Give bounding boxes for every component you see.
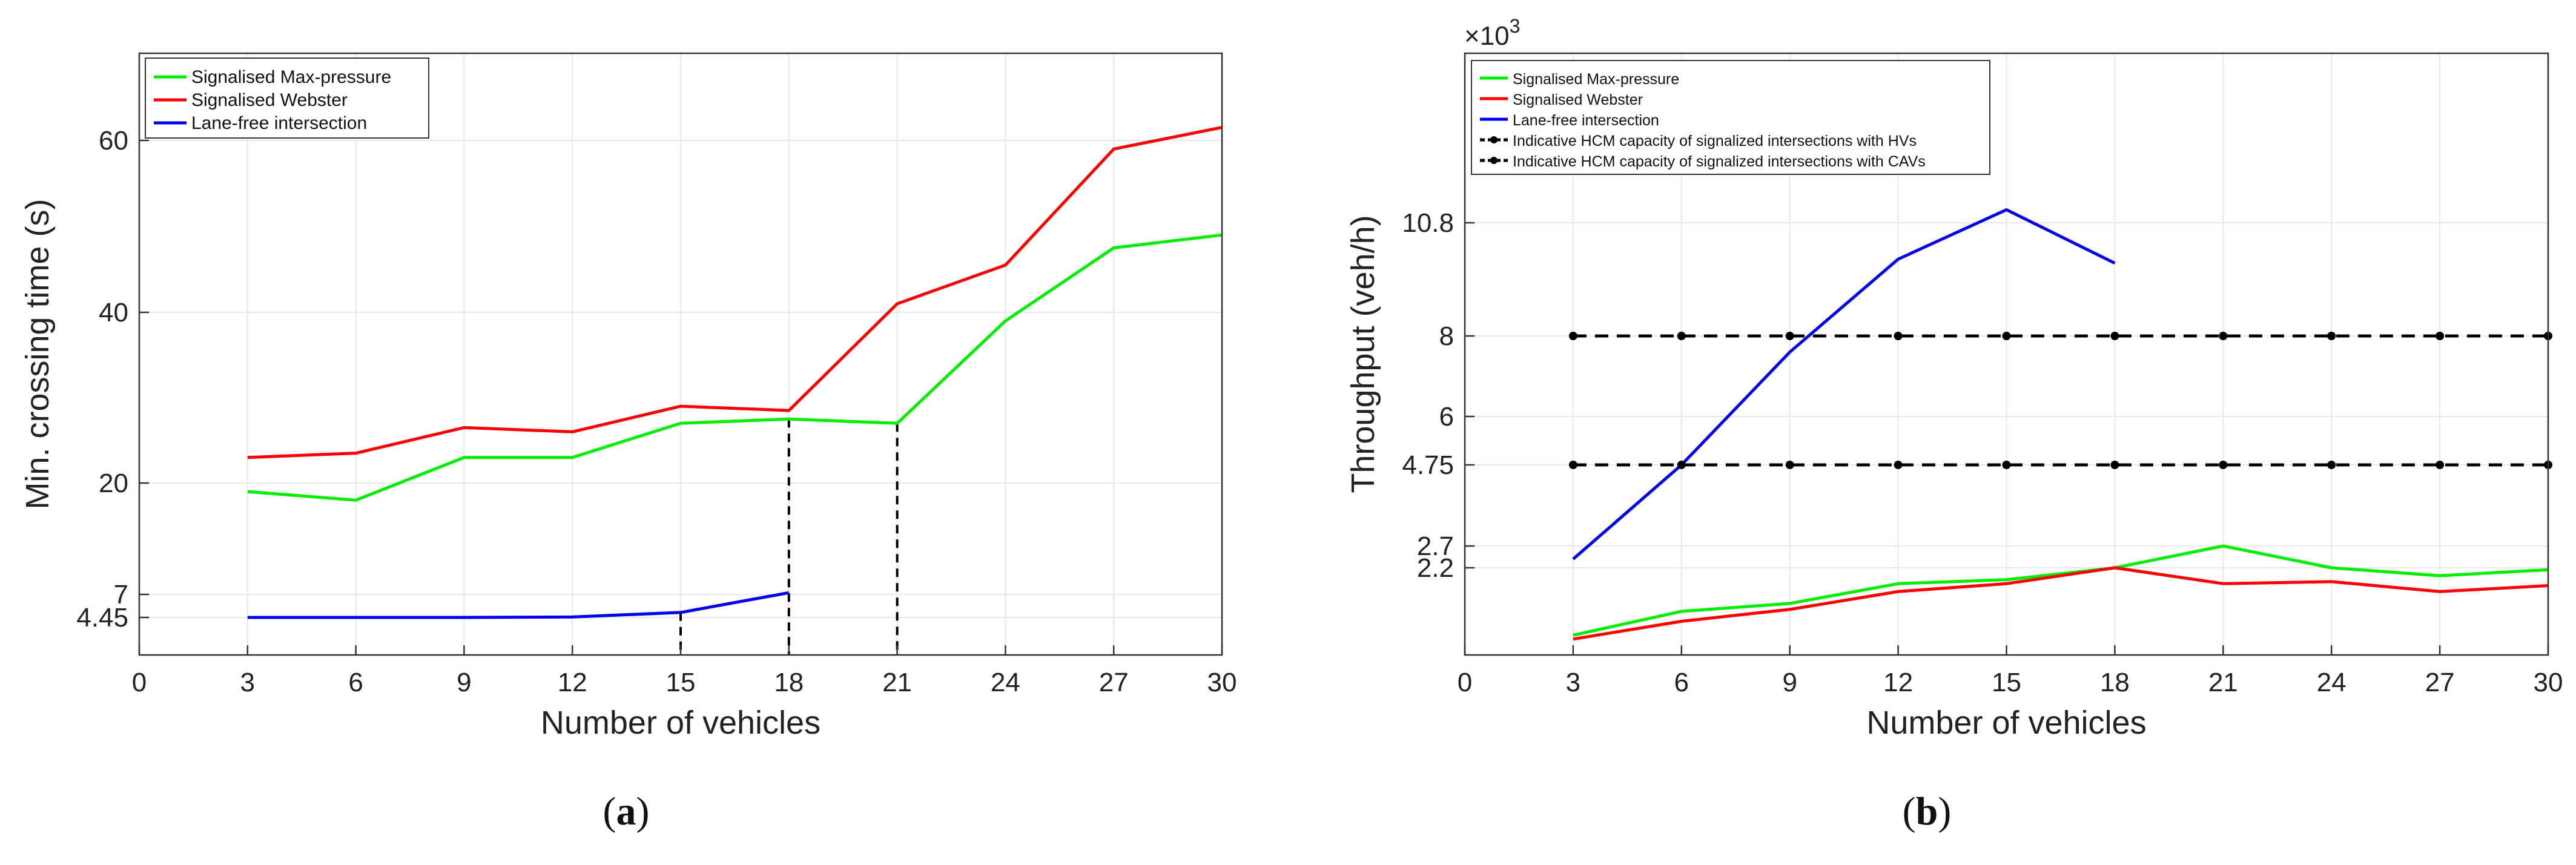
x-tick-label: 15 [666, 668, 696, 697]
chart-b: 0 3 6 9 12 15 18 21 24 27 30 2.22.7 4.75 6 8 10.8 Number… [1345, 52, 2563, 741]
x-tick-label: 12 [558, 668, 587, 697]
x-tick-label: 24 [2317, 668, 2346, 697]
x-tick-label: 0 [1458, 668, 1472, 697]
x-tick-label: 6 [348, 668, 363, 697]
y-tick-label: 60 [99, 126, 128, 156]
legend-swatch-marker [1490, 157, 1498, 164]
series-marker [1677, 461, 1686, 469]
x-tick-label: 27 [2425, 668, 2455, 697]
series-marker [2002, 461, 2011, 469]
series-marker [1568, 461, 1577, 469]
y-axis-label: Min. crossing time (s) [19, 199, 56, 509]
series-line-3 [247, 591, 790, 619]
series-line-2 [247, 125, 1223, 459]
x-tick-label: 0 [132, 668, 147, 697]
series-marker [1894, 332, 1903, 340]
legend-box [1471, 60, 1990, 175]
legend-label: Indicative HCM capacity of signalized in… [1513, 153, 1926, 170]
y-tick-label: 20 [99, 469, 128, 498]
x-tick-label: 24 [991, 668, 1020, 697]
x-tick-label: 9 [457, 668, 471, 697]
x-tick-label: 27 [1099, 668, 1129, 697]
x-tick-label: 18 [774, 668, 804, 697]
y-tick-label: 7 [114, 580, 128, 610]
x-tick-label: 3 [240, 668, 255, 697]
series-marker [2219, 461, 2228, 469]
series-marker [2110, 332, 2119, 340]
series-marker [2002, 332, 2011, 340]
x-tick-label: 30 [2534, 668, 2563, 697]
series-marker [1894, 461, 1903, 469]
legend-label: Lane-free intersection [191, 113, 367, 133]
legend-label: Signalised Webster [191, 90, 348, 110]
series-line-1 [247, 233, 1223, 502]
x-tick-label: 3 [1566, 668, 1580, 697]
x-tick-label: 30 [1207, 668, 1237, 697]
x-tick-label: 9 [1782, 668, 1797, 697]
legend-box [145, 58, 429, 139]
caption-a: (a) [603, 789, 650, 834]
series-marker [2327, 332, 2336, 340]
x-tick-label: 15 [1992, 668, 2021, 697]
series-marker [2436, 461, 2445, 469]
x-tick-label: 21 [882, 668, 912, 697]
caption-b: (b) [1903, 789, 1952, 834]
legend-label: Signalised Webster [1513, 91, 1643, 108]
series-line-2 [1573, 566, 2549, 641]
series-marker [1785, 332, 1794, 340]
legend-label: Indicative HCM capacity of signalized in… [1513, 133, 1917, 150]
series-line-1 [1573, 544, 2549, 637]
legend-label: Signalised Max-pressure [1513, 71, 1679, 88]
series-marker [2327, 461, 2336, 469]
y-axis-label: Throughput (veh/h) [1345, 215, 1381, 493]
chart-a: 0 3 6 9 12 15 18 21 24 27 30 4.457 20 40 60 Number of v… [19, 52, 1237, 741]
y-multiplier: ×103 [1464, 15, 1520, 51]
x-tick-label: 6 [1674, 668, 1689, 697]
y-tick-label: 40 [99, 298, 128, 327]
y-tick-label: 8 [1439, 321, 1454, 351]
series-marker [2436, 332, 2445, 340]
y-tick-label: 2.7 [1417, 531, 1454, 561]
series-marker [2110, 461, 2119, 469]
y-tick-label: 6 [1439, 402, 1454, 432]
x-tick-label: 18 [2100, 668, 2130, 697]
x-tick-label: 21 [2208, 668, 2238, 697]
legend-label: Lane-free intersection [1513, 112, 1659, 129]
legend-swatch-marker [1490, 136, 1498, 143]
x-tick-label: 12 [1883, 668, 1913, 697]
series-line-3 [1572, 208, 2116, 561]
series-marker [1677, 332, 1686, 340]
series-marker [1568, 332, 1577, 340]
y-tick-label: 2.2 [1417, 553, 1454, 583]
y-tick-label: 4.75 [1402, 450, 1454, 480]
x-axis-label: Number of vehicles [541, 705, 821, 741]
y-tick-label: 10.8 [1402, 208, 1454, 238]
series-marker [2219, 332, 2228, 340]
legend-label: Signalised Max-pressure [191, 67, 391, 87]
x-axis-label: Number of vehicles [1866, 705, 2146, 741]
y-tick-label: 4.45 [76, 603, 128, 633]
series-marker [1785, 461, 1794, 469]
